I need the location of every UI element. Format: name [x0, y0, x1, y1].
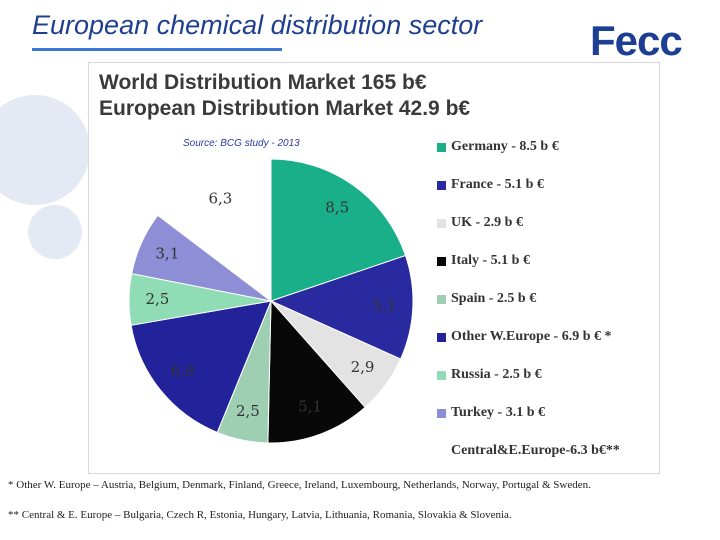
legend-label: France - 5.1 b €	[451, 177, 544, 192]
legend-label: UK - 2.9 b €	[451, 215, 523, 230]
legend-label: Spain - 2.5 b €	[451, 291, 537, 306]
legend-swatch	[437, 371, 446, 380]
legend-label: Turkey - 3.1 b €	[451, 405, 546, 420]
pie-slice-other-w-europe	[130, 300, 272, 434]
legend-label: Germany - 8.5 b €	[451, 139, 559, 154]
legend-swatch	[437, 447, 446, 456]
title-underline	[32, 48, 282, 51]
pie-slice-germany	[270, 158, 407, 302]
pie-slice-central-e-europe	[157, 158, 272, 303]
legend-swatch	[437, 181, 446, 190]
footnote-central-e-europe: ** Central & E. Europe – Bulgaria, Czech…	[8, 509, 512, 521]
pie-label-other-w-europe: 6,9	[171, 362, 195, 380]
pie-label-france: 5,1	[373, 296, 397, 314]
legend-swatch	[437, 143, 446, 152]
pie-label-central-e-europe: 6,3	[209, 189, 233, 207]
legend-label: Other W.Europe - 6.9 b € *	[451, 329, 612, 344]
legend-swatch	[437, 409, 446, 418]
pie-label-italy: 5,1	[298, 398, 322, 416]
decor-circle-medium	[28, 205, 82, 259]
pie-label-uk: 2,9	[351, 358, 375, 376]
pie-label-spain: 2,5	[236, 402, 260, 420]
chart-title-world: World Distribution Market 165 b€	[99, 71, 427, 94]
page-title: European chemical distribution sector	[32, 10, 483, 40]
legend-swatch	[437, 295, 446, 304]
legend-label: Russia - 2.5 b €	[451, 367, 542, 382]
chart-title-europe: European Distribution Market 42.9 b€	[99, 97, 471, 120]
chart-source: Source: BCG study - 2013	[183, 138, 300, 149]
fecc-logo: Fecc	[590, 17, 683, 64]
legend-swatch	[437, 333, 446, 342]
legend-label: Central&E.Europe-6.3 b€**	[451, 443, 620, 458]
footnote-other-w-europe: * Other W. Europe – Austria, Belgium, De…	[8, 479, 591, 491]
pie-slice-france	[269, 254, 414, 360]
pie-label-turkey: 3,1	[155, 245, 179, 263]
legend-swatch	[437, 219, 446, 228]
legend-swatch	[437, 257, 446, 266]
chart-panel: World Distribution Market 165 b€ Europea…	[88, 62, 660, 474]
pie-label-russia: 2,5	[145, 290, 169, 308]
decor-circle-large	[0, 95, 90, 205]
legend-label: Italy - 5.1 b €	[451, 253, 530, 268]
pie-slice-italy	[267, 299, 366, 444]
pie-label-germany: 8,5	[325, 199, 349, 217]
pie-chart: 8,5 5,1 2,9 5,1 2,5 6,9 2,5 3,1 6,3	[128, 158, 414, 444]
